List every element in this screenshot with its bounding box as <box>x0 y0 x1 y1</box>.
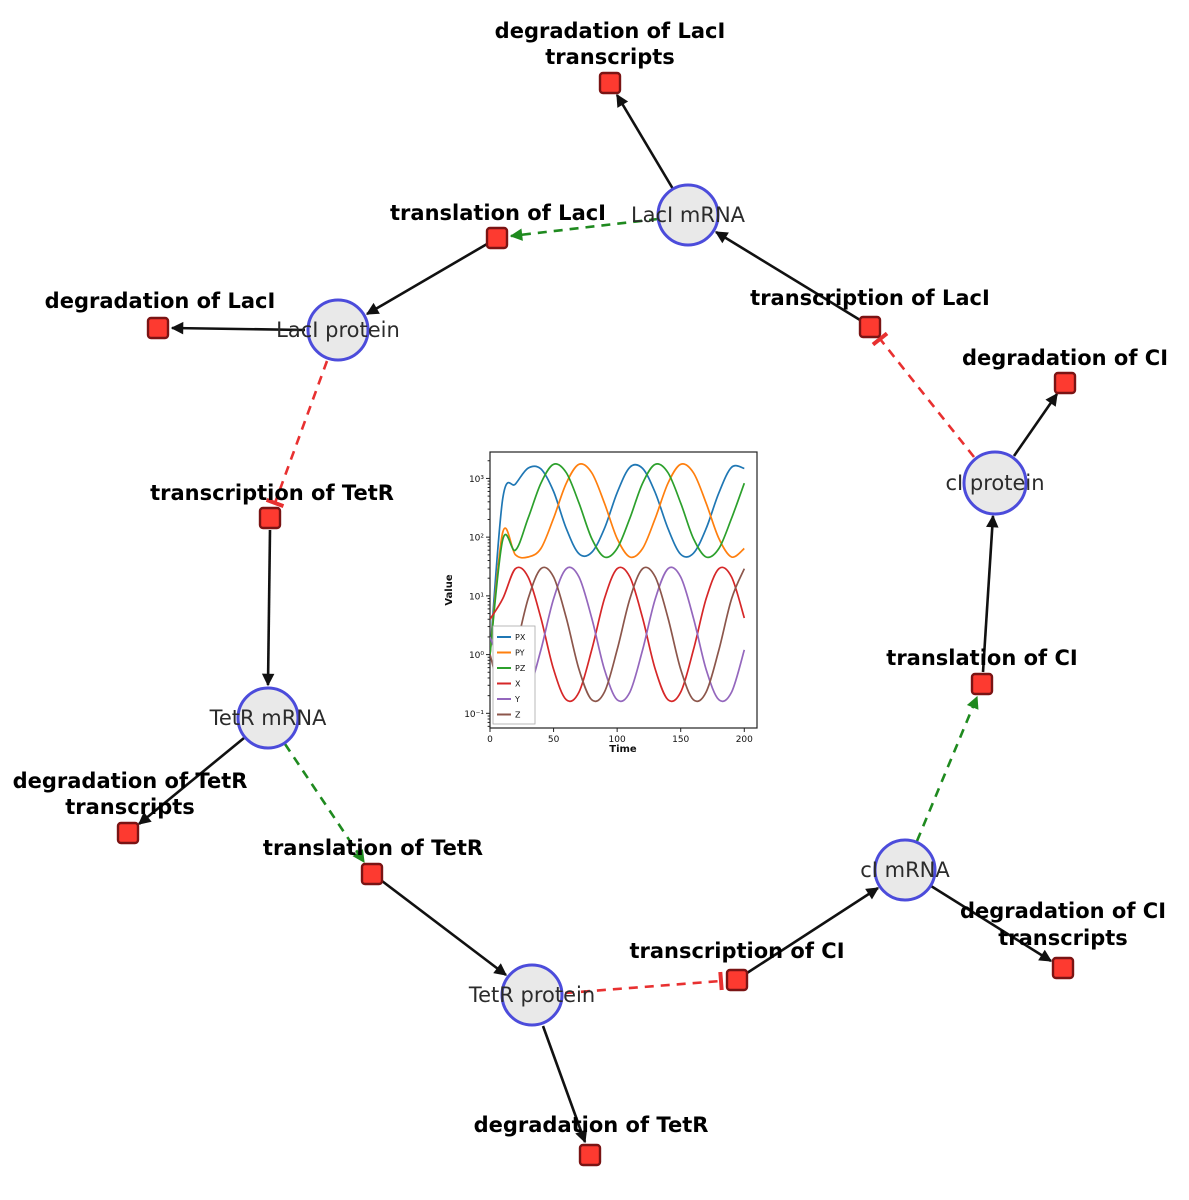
reaction-label-transcription-laci: transcription of LacI <box>750 286 990 310</box>
edges <box>138 93 1059 1144</box>
species-node-ci-protein <box>962 450 1028 516</box>
edge-modifier-ci-mrna-to-translation-ci <box>915 695 979 842</box>
reaction-label-degradation-laci-transcripts-1: degradation of LacI <box>495 19 726 43</box>
y-tick-label: 10² <box>469 534 484 544</box>
edge-ci-mrna-to-degradation-transcripts <box>930 884 1053 963</box>
species-label-tetr-protein: TetR protein <box>468 983 595 1007</box>
reaction-nodes <box>116 71 1077 1167</box>
species-node-laci-mrna <box>656 183 720 247</box>
reaction-label-degradation-laci-transcripts-2: transcripts <box>545 45 675 69</box>
reaction-label-transcription-tetr: transcription of TetR <box>150 481 394 505</box>
reaction-node-degradation-ci-transcripts <box>1051 956 1075 980</box>
edge-laci-protein-to-degradation-laci <box>170 321 306 335</box>
reaction-labels: degradation of LacI transcripts translat… <box>13 19 1168 1137</box>
edge-inhibition-ci-protein-to-transcription-laci <box>871 331 976 458</box>
edge-inhibition-tetr-protein-to-transcription-ci <box>564 971 724 995</box>
edge-transcription-ci-to-ci-mrna <box>746 886 880 975</box>
reaction-label-degradation-laci: degradation of LacI <box>45 289 276 313</box>
y-axis-title: Value <box>444 574 455 605</box>
y-tick-label: 10³ <box>469 475 484 485</box>
chart-series-Z <box>490 566 746 703</box>
legend-label-Z: Z <box>515 711 521 720</box>
reaction-node-degradation-laci <box>146 316 170 340</box>
reaction-label-translation-laci: translation of LacI <box>390 201 606 225</box>
reaction-node-translation-tetr <box>360 862 384 886</box>
reaction-label-degradation-tetr-transcripts-1: degradation of TetR <box>13 769 248 793</box>
legend-label-PZ: PZ <box>515 664 526 673</box>
species-label-ci-mrna: cI mRNA <box>860 858 950 882</box>
edge-ci-protein-to-degradation-ci <box>1012 392 1059 457</box>
edge-translation-laci-to-laci-protein <box>365 242 488 316</box>
edge-laci-mrna-to-degradation-transcripts <box>615 93 675 190</box>
plot-frame <box>489 451 758 729</box>
reaction-node-translation-ci <box>970 672 994 696</box>
species-label-laci-protein: LacI protein <box>276 318 400 342</box>
x-tick-label: 200 <box>736 735 753 745</box>
x-tick-label: 100 <box>609 735 626 745</box>
reaction-node-transcription-tetr <box>258 506 282 530</box>
edge-modifier-tetr-mrna-to-translation-tetr <box>283 743 366 864</box>
reaction-node-degradation-laci-transcripts <box>598 71 622 95</box>
reaction-label-translation-ci: translation of CI <box>886 646 1077 670</box>
reaction-node-transcription-laci <box>858 315 882 339</box>
chart-series-PY <box>490 463 745 655</box>
reaction-label-degradation-ci: degradation of CI <box>962 346 1168 370</box>
legend-label-X: X <box>515 680 521 689</box>
plot-legend: PX PY PZ XYZ <box>492 625 536 725</box>
y-tick-label: 10¹ <box>469 592 484 602</box>
inset-plot: 10⁻¹ 10⁰ 10¹ 10² 10³ 0 50 100 150 200 PX PY PZ XYZ T… <box>440 440 770 762</box>
reaction-node-degradation-tetr-transcripts <box>116 821 140 845</box>
x-tick-label: 150 <box>672 735 689 745</box>
reaction-label-degradation-tetr: degradation of TetR <box>474 1113 709 1137</box>
plot-axes: 10⁻¹ 10⁰ 10¹ 10² 10³ 0 50 100 150 200 <box>464 460 753 745</box>
species-labels: LacI mRNA LacI protein TetR mRNA TetR pr… <box>209 203 1045 1007</box>
species-label-ci-protein: cI protein <box>945 471 1044 495</box>
edge-tetr-protein-to-degradation-tetr <box>541 1025 588 1144</box>
species-node-laci-protein <box>306 298 370 362</box>
chart-series-PZ <box>490 463 746 655</box>
edge-modifier-laci-mrna-to-translation-laci <box>509 217 659 241</box>
edge-translation-ci-to-ci-protein <box>981 514 999 673</box>
species-node-ci-mrna <box>873 838 937 902</box>
legend-label-PX: PX <box>515 633 526 642</box>
chart-series-PX <box>490 463 745 655</box>
edge-transcription-tetr-to-tetr-mrna <box>261 529 275 687</box>
x-axis-title: Time <box>609 744 637 755</box>
legend-label-PY: PY <box>515 649 525 658</box>
reaction-label-degradation-ci-transcripts-1: degradation of CI <box>960 899 1166 923</box>
legend-frame <box>492 625 536 725</box>
y-tick-label: 10⁰ <box>469 651 484 661</box>
edge-tetr-mrna-to-degradation-transcripts <box>138 736 245 826</box>
species-label-tetr-mrna: TetR mRNA <box>209 706 327 730</box>
species-node-tetr-protein <box>500 963 564 1027</box>
x-tick-label: 50 <box>548 735 560 745</box>
species-node-tetr-mrna <box>236 686 300 750</box>
reaction-node-degradation-ci <box>1053 371 1077 395</box>
reaction-label-translation-tetr: translation of TetR <box>263 836 483 860</box>
species-nodes <box>236 183 1028 1027</box>
reaction-label-transcription-ci: transcription of CI <box>629 939 844 963</box>
edge-translation-tetr-to-tetr-protein <box>381 879 507 977</box>
reaction-label-degradation-ci-transcripts-2: transcripts <box>998 926 1128 950</box>
edge-transcription-laci-to-laci-mrna <box>714 230 861 322</box>
x-tick-label: 0 <box>487 735 493 745</box>
species-label-laci-mrna: LacI mRNA <box>631 203 746 227</box>
reaction-label-degradation-tetr-transcripts-2: transcripts <box>65 795 195 819</box>
reaction-node-transcription-ci <box>725 968 749 992</box>
reaction-node-translation-laci <box>485 226 509 250</box>
reaction-node-degradation-tetr <box>578 1143 602 1167</box>
y-tick-label: 10⁻¹ <box>464 710 484 720</box>
legend-label-Y: Y <box>514 695 520 704</box>
